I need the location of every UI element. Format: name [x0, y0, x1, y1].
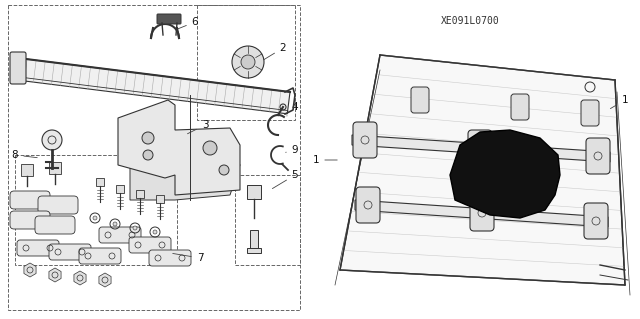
FancyBboxPatch shape	[99, 227, 141, 243]
FancyBboxPatch shape	[49, 244, 91, 260]
FancyBboxPatch shape	[356, 187, 380, 223]
Text: 8: 8	[12, 150, 37, 160]
Circle shape	[142, 132, 154, 144]
FancyBboxPatch shape	[38, 196, 78, 214]
FancyBboxPatch shape	[586, 138, 610, 174]
Polygon shape	[74, 271, 86, 285]
FancyBboxPatch shape	[10, 211, 50, 229]
Text: 9: 9	[285, 145, 298, 155]
Bar	[247, 248, 261, 253]
Bar	[96, 178, 104, 186]
Text: 6: 6	[177, 17, 198, 29]
Bar	[156, 195, 164, 203]
FancyBboxPatch shape	[581, 100, 599, 126]
Polygon shape	[24, 263, 36, 277]
Bar	[49, 162, 61, 174]
Polygon shape	[355, 200, 608, 227]
FancyBboxPatch shape	[353, 122, 377, 158]
Circle shape	[133, 226, 137, 230]
Polygon shape	[49, 268, 61, 282]
Text: 2: 2	[262, 43, 286, 61]
Circle shape	[203, 141, 217, 155]
Bar	[116, 185, 124, 193]
Bar	[197, 5, 295, 120]
FancyBboxPatch shape	[411, 87, 429, 113]
Polygon shape	[118, 100, 240, 195]
FancyBboxPatch shape	[129, 237, 171, 253]
Text: 3: 3	[188, 120, 208, 134]
Text: 1: 1	[611, 95, 628, 108]
Polygon shape	[130, 145, 240, 200]
FancyBboxPatch shape	[468, 130, 492, 166]
Circle shape	[219, 165, 229, 175]
Bar	[250, 230, 258, 248]
Circle shape	[93, 216, 97, 220]
FancyBboxPatch shape	[35, 216, 75, 234]
Polygon shape	[15, 58, 290, 114]
FancyBboxPatch shape	[17, 240, 59, 256]
Polygon shape	[99, 273, 111, 287]
Circle shape	[153, 230, 157, 234]
FancyBboxPatch shape	[511, 94, 529, 120]
Bar	[21, 164, 33, 176]
Circle shape	[241, 55, 255, 69]
Text: 1: 1	[313, 155, 337, 165]
FancyBboxPatch shape	[584, 203, 608, 239]
FancyBboxPatch shape	[470, 195, 494, 231]
FancyBboxPatch shape	[149, 250, 191, 266]
FancyBboxPatch shape	[79, 248, 121, 264]
Circle shape	[143, 150, 153, 160]
FancyBboxPatch shape	[10, 191, 50, 209]
Text: 7: 7	[173, 253, 204, 263]
Bar	[8, 5, 300, 310]
Circle shape	[42, 130, 62, 150]
Bar	[247, 185, 261, 199]
Text: XE091L0700: XE091L0700	[441, 16, 500, 26]
Text: 4: 4	[287, 102, 298, 116]
FancyBboxPatch shape	[157, 14, 181, 24]
Bar	[15, 155, 177, 265]
Bar	[235, 175, 300, 265]
Polygon shape	[352, 135, 610, 162]
Polygon shape	[450, 130, 560, 218]
FancyBboxPatch shape	[10, 52, 26, 84]
Polygon shape	[340, 55, 625, 285]
Circle shape	[232, 46, 264, 78]
Bar	[136, 190, 144, 198]
Circle shape	[113, 222, 117, 226]
Text: 5: 5	[273, 170, 298, 189]
